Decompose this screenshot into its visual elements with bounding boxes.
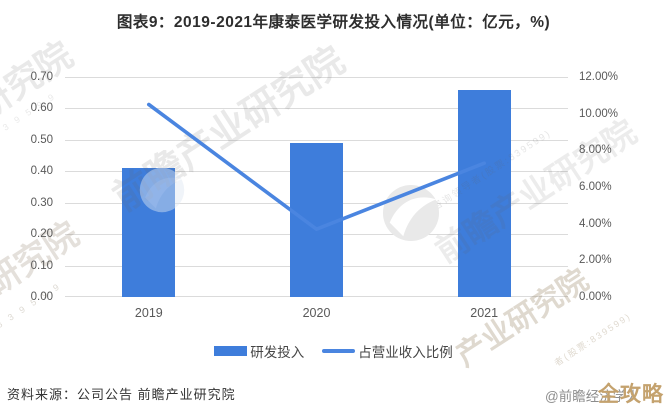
x-axis-tick-2019: 2019 [134, 306, 163, 320]
y-axis-tick-right: 0.00% [579, 291, 612, 303]
y-axis-tick-right: 10.00% [579, 107, 619, 120]
bar-2019 [122, 168, 176, 297]
y-axis-tick-left: 0.10 [30, 259, 53, 272]
gridline [65, 77, 568, 78]
legend-item-line: 占营业收入比例 [322, 341, 453, 361]
x-axis-tick-2021: 2021 [470, 306, 499, 320]
y-axis-tick-right: 4.00% [579, 217, 612, 230]
y-axis-tick-left: 0.20 [30, 228, 53, 241]
legend-item-bar: 研发投入 [214, 341, 304, 361]
credit-account: @前瞻经济学人 [545, 389, 640, 404]
y-axis-tick-left: 0.00 [30, 291, 53, 303]
y-axis-tick-right: 8.00% [579, 144, 612, 157]
line-legend-swatch [322, 349, 356, 353]
plot-area [65, 77, 568, 297]
x-axis-tick-2020: 2020 [302, 306, 331, 320]
legend-label: 研发投入 [250, 345, 305, 360]
y-axis-tick-left: 0.70 [30, 71, 53, 83]
chart-title: 图表9：2019-2021年康泰医学研发投入情况(单位：亿元，%) [116, 14, 551, 31]
bar-2020 [290, 143, 343, 297]
y-axis-tick-left: 0.30 [30, 196, 53, 209]
y-axis-tick-right: 2.00% [579, 254, 612, 267]
y-axis-tick-left: 0.60 [30, 102, 53, 115]
legend-label: 占营业收入比例 [358, 345, 453, 360]
y-axis-tick-left: 0.50 [30, 133, 53, 146]
legend: 研发投入 占营业收入比例 [0, 341, 667, 361]
credit-watermark: 全攻略 [598, 383, 664, 406]
y-axis-tick-left: 0.40 [30, 165, 53, 178]
bar-legend-swatch [214, 345, 248, 357]
y-axis-tick-right: 12.00% [579, 71, 619, 83]
source-note: 资料来源：公司公告 前瞻产业研究院 [7, 387, 236, 402]
y-axis-tick-right: 6.00% [579, 181, 612, 193]
bar-2021 [457, 89, 511, 297]
stock-code-watermark: 8 3 9 5 9 9 [0, 280, 64, 330]
